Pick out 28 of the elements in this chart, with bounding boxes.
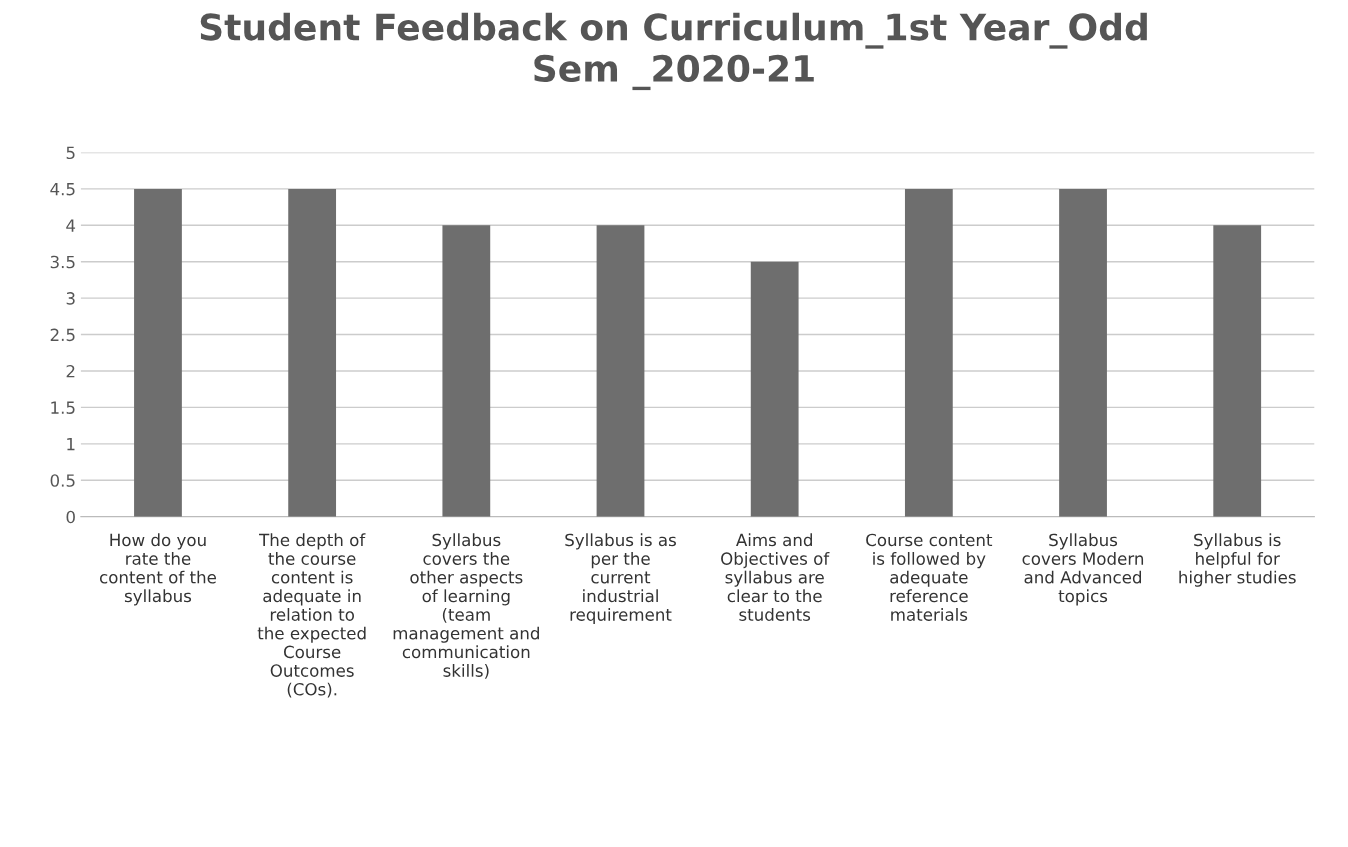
bar: [442, 225, 491, 517]
x-tick-label: Course content is followed by adequate reference materials: [866, 533, 993, 621]
y-tick-label: 3: [66, 292, 75, 305]
category-label: The depth of the course content is adequate in relation to the expected Course Outcomes (COs).: [257, 533, 366, 698]
bar: [904, 188, 953, 517]
y-tick-label: 0: [66, 510, 75, 524]
bar: [1213, 225, 1262, 517]
y-tick-label: 3.5: [50, 255, 75, 269]
x-tick-label: Syllabus covers the other aspects of learning (team management and communication skills): [393, 533, 539, 679]
x-tick-label: Aims and Objectives of syllabus are clear to the students: [721, 533, 830, 621]
y-tick-label: 1.5: [51, 401, 75, 414]
y-tick-label: 2: [66, 364, 75, 378]
y-tick-label: 2.5: [50, 328, 75, 342]
bar: [134, 188, 182, 517]
bar: [750, 261, 799, 517]
x-tick-label: Syllabus covers Modern and Advanced topics: [1022, 533, 1144, 606]
bar: [288, 188, 337, 517]
y-tick-label: 4.5: [50, 183, 75, 196]
x-tick-label: Syllabus is as per the current industrial requirement: [565, 533, 676, 625]
x-tick-label: Syllabus is helpful for higher studies: [1179, 533, 1296, 587]
y-tick-label: 0.5: [50, 474, 75, 487]
y-tick-label: 1: [67, 438, 75, 451]
chart-title: Student Feedback on Curriculum_1st Year_Odd Sem _2020-21: [200, 12, 1147, 91]
y-tick-label: 5: [66, 146, 75, 160]
y-tick-label: 4: [66, 219, 76, 232]
bar: [596, 225, 645, 517]
x-tick-label: How do you rate the content of the syllabus: [99, 533, 216, 606]
bar: [1059, 188, 1107, 517]
